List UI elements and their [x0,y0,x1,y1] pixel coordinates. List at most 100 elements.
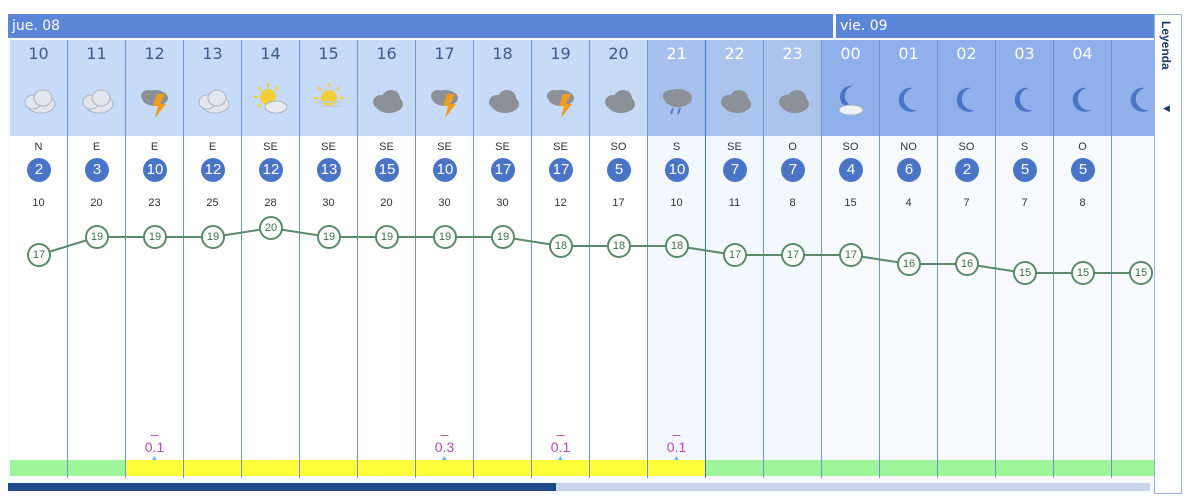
hour-column[interactable]: 16 SE 15 20 [358,40,416,478]
wind-gust: 11 [728,197,741,209]
wind-direction: SE [495,141,510,153]
storm-icon [425,80,465,120]
wind-direction: N [34,141,43,153]
dark-cloud-icon [773,80,813,120]
wind-gust: 28 [264,197,277,209]
hour-label: 22 [724,44,745,63]
hour-label: 20 [608,44,629,63]
wind-speed: 17 [494,161,512,178]
wind-direction: NO [900,141,917,153]
wind-direction: SO [610,141,627,153]
wind-speed-badge: 10 [433,158,457,182]
horizontal-scrollbar[interactable] [8,483,1150,491]
hour-label: 00 [840,44,861,63]
hour-label: 15 [318,44,339,63]
hour-label: 16 [376,44,397,63]
wind-speed: 4 [846,161,856,178]
wind-direction: SO [958,141,975,153]
wind-speed-badge: 7 [781,158,805,182]
wind-gust: 25 [206,197,219,209]
scrollbar-thumb[interactable] [8,483,557,491]
wind-direction: SO [842,141,859,153]
hour-column[interactable] [1112,40,1156,478]
hour-label: 17 [434,44,455,63]
wind-speed-badge: 6 [897,158,921,182]
hour-column[interactable]: 18 SE 17 30 [474,40,532,478]
wind-direction: E [208,141,217,153]
uv-segment [648,460,705,476]
storm-icon [135,80,175,120]
hour-header: 10 [10,40,67,136]
hour-column[interactable]: 03 S 5 7 [996,40,1054,478]
uv-segment [184,460,241,476]
uv-segment [300,460,357,476]
wind-gust: 23 [148,197,161,209]
hour-column[interactable]: 14 SE 12 28 [242,40,300,478]
hour-column[interactable]: 13 E 12 25 [184,40,242,478]
rain-dash: – [150,426,159,442]
wind-speed-badge: 5 [1071,158,1095,182]
wind-gust: 30 [322,197,335,209]
temperature-point: 18 [607,234,631,258]
wind-speed: 7 [788,161,798,178]
dark-cloud-icon [483,80,523,120]
temperature-point: 19 [85,225,109,249]
hour-header [1112,40,1156,136]
legend-toggle-button[interactable]: Leyenda ◀ [1154,14,1182,494]
wind-gust: 20 [380,197,393,209]
uv-segment [880,460,937,476]
temperature-point: 15 [1013,261,1037,285]
rain-dash: – [672,426,681,442]
rain-amount: 0.3 [434,439,455,455]
hour-column[interactable]: 15 SE 13 30 [300,40,358,478]
hour-column[interactable]: 20 SO 5 17 [590,40,648,478]
hour-label: 19 [550,44,571,63]
wind-speed: 7 [730,161,740,178]
wind-speed-badge: 17 [491,158,515,182]
hour-header: 16 [358,40,415,136]
moon-icon [1063,80,1103,120]
hour-label: 01 [898,44,919,63]
cloud-icon [193,80,233,120]
hour-column[interactable]: 11 E 3 20 [68,40,126,478]
wind-direction: SE [553,141,568,153]
temperature-point: 19 [491,225,515,249]
hour-header: 11 [68,40,125,136]
temperature-point: 19 [201,225,225,249]
wind-gust: 12 [554,197,567,209]
wind-speed-badge: 4 [839,158,863,182]
wind-direction: O [1078,141,1087,153]
wind-speed-badge: 3 [85,158,109,182]
wind-gust: 10 [32,197,45,209]
temperature-point: 17 [839,243,863,267]
hour-header: 02 [938,40,995,136]
hour-header: 14 [242,40,299,136]
moon-icon [889,80,929,120]
wind-speed-badge: 2 [27,158,51,182]
temperature-point: 17 [27,243,51,267]
wind-gust: 20 [90,197,103,209]
wind-speed: 10 [146,161,164,178]
hour-header: 18 [474,40,531,136]
wind-speed: 10 [436,161,454,178]
hour-header: 04 [1054,40,1111,136]
temperature-point: 17 [723,243,747,267]
rain-amount: 0.1 [550,439,571,455]
uv-segment [126,460,183,476]
wind-gust: 8 [1079,197,1086,209]
dark-cloud-icon [715,80,755,120]
sun-cloud-icon [251,80,291,120]
temperature-point: 15 [1071,261,1095,285]
wind-speed: 15 [378,161,396,178]
wind-speed-badge: 2 [955,158,979,182]
temperature-point: 19 [433,225,457,249]
hour-header: 23 [764,40,821,136]
uv-segment [590,460,647,476]
hour-column[interactable]: 04 O 5 8 [1054,40,1112,478]
hour-column[interactable]: 01 NO 6 4 [880,40,938,478]
temperature-point: 16 [897,252,921,276]
